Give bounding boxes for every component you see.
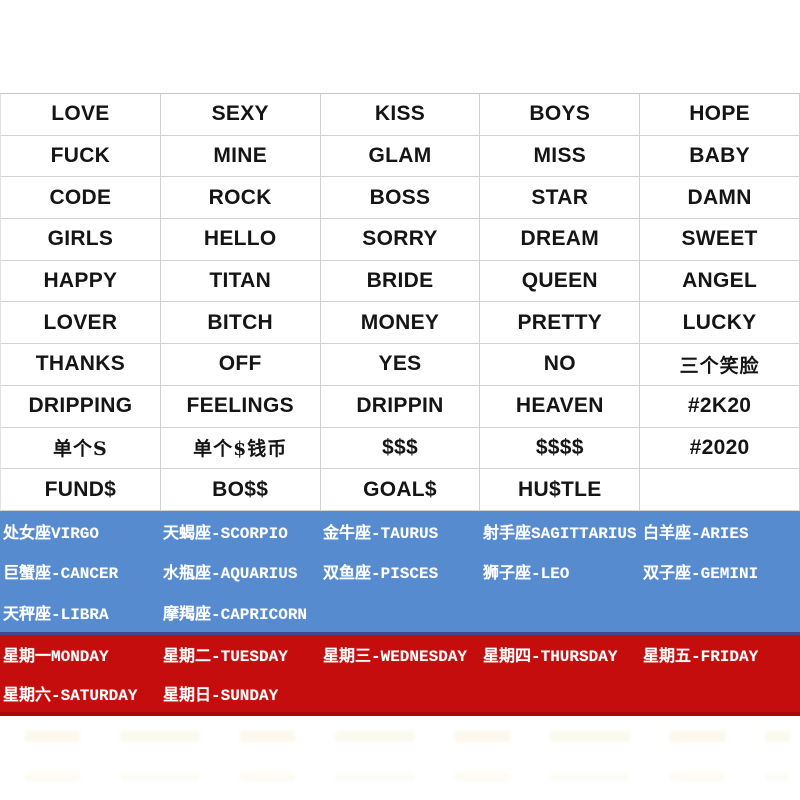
word-cell: QUEEN: [480, 260, 641, 303]
word-cell: BITCH: [160, 302, 321, 345]
word-cell: BRIDE: [320, 260, 481, 303]
weekday-cell: 星期六-SATURDAY: [3, 686, 138, 705]
word-cell: #2020: [640, 427, 800, 470]
word-cell: $$$: [320, 427, 481, 470]
word-cell: 三个笑脸: [640, 344, 800, 386]
word-cell: DRIPPIN: [320, 385, 481, 428]
weekday-cell: 星期一MONDAY: [3, 648, 109, 667]
table-row: GIRLS HELLO SORRY DREAM SWEET: [1, 219, 800, 261]
word-cell: BOYS: [480, 94, 641, 136]
zodiac-cell: 处女座VIRGO: [3, 525, 100, 544]
zodiac-cell: 水瓶座-AQUARIUS: [163, 565, 298, 584]
weekday-cell: 星期四-THURSDAY: [483, 648, 618, 667]
table-row: LOVER BITCH MONEY PRETTY LUCKY: [1, 302, 800, 345]
weekday-section: 星期一MONDAY 星期二-TUESDAY 星期三-WEDNESDAY 星期四-THU…: [0, 634, 800, 716]
word-cell: HOPE: [640, 94, 800, 136]
table-row: CODE ROCK BOSS STAR DAMN: [1, 177, 800, 220]
word-cell: HU$TLE: [480, 469, 641, 511]
word-cell: HELLO: [160, 219, 321, 261]
word-grid-table: LOVE SEXY KISS BOYS HOPE FUCK MINE GLAM MISS BABY…: [0, 93, 800, 511]
word-cell: LOVE: [1, 94, 161, 136]
word-cell: 单个$钱币: [160, 427, 321, 470]
zodiac-cell: 天蝎座-SCORPIO: [163, 525, 288, 544]
word-cell: NO: [480, 344, 641, 386]
table-row: 单个S 单个$钱币 $$$ $$$$ #2020: [1, 427, 800, 470]
word-cell: GLAM: [320, 135, 481, 178]
word-cell: MONEY: [320, 302, 481, 345]
word-cell: CODE: [1, 177, 161, 220]
weekday-cell: 星期三-WEDNESDAY: [323, 648, 468, 667]
word-cell: GOAL$: [320, 469, 481, 511]
table-row: HAPPY TITAN BRIDE QUEEN ANGEL: [1, 260, 800, 303]
zodiac-cell: 白羊座-ARIES: [643, 525, 749, 544]
word-cell: FUCK: [1, 135, 161, 178]
zodiac-cell: 摩羯座-CAPRICORN: [163, 605, 308, 624]
word-cell: LUCKY: [640, 302, 800, 345]
zodiac-cell: 金牛座-TAURUS: [323, 525, 439, 544]
word-cell: YES: [320, 344, 481, 386]
zodiac-section: 处女座VIRGO 天蝎座-SCORPIO 金牛座-TAURUS 射手座SAGITTAR…: [0, 510, 800, 635]
word-cell: 单个S: [1, 427, 161, 470]
zodiac-cell: 狮子座-LEO: [483, 565, 570, 584]
watermark-band: [25, 773, 790, 781]
table-row: 处女座VIRGO 天蝎座-SCORPIO 金牛座-TAURUS 射手座SAGITTAR…: [0, 511, 800, 551]
word-cell: GIRLS: [1, 219, 161, 261]
zodiac-cell: 双子座-GEMINI: [643, 565, 759, 584]
word-cell: $$$$: [480, 427, 641, 470]
weekday-cell: 星期二-TUESDAY: [163, 648, 288, 667]
word-cell: HAPPY: [1, 260, 161, 303]
word-cell: ROCK: [160, 177, 321, 220]
word-cell: TITAN: [160, 260, 321, 303]
word-cell: PRETTY: [480, 302, 641, 345]
zodiac-cell: 天秤座-LIBRA: [3, 605, 109, 624]
word-cell: MISS: [480, 135, 641, 178]
word-cell: SWEET: [640, 219, 800, 261]
word-cell: BOSS: [320, 177, 481, 220]
word-cell: MINE: [160, 135, 321, 178]
word-cell: FEELINGS: [160, 385, 321, 428]
top-margin: [0, 0, 800, 93]
word-cell: [640, 469, 800, 511]
weekday-cell: 星期五-FRIDAY: [643, 648, 759, 667]
word-cell: DRIPPING: [1, 385, 161, 428]
word-cell: HEAVEN: [480, 385, 641, 428]
weekday-cell: 星期日-SUNDAY: [163, 686, 279, 705]
word-cell: SORRY: [320, 219, 481, 261]
table-row: THANKS OFF YES NO 三个笑脸: [1, 344, 800, 386]
word-cell: LOVER: [1, 302, 161, 345]
word-cell: BABY: [640, 135, 800, 178]
word-cell: STAR: [480, 177, 641, 220]
table-row: LOVE SEXY KISS BOYS HOPE: [1, 94, 800, 136]
word-cell: DAMN: [640, 177, 800, 220]
table-row: 巨蟹座-CANCER 水瓶座-AQUARIUS 双鱼座-PISCES 狮子座-LEO 双…: [0, 551, 800, 591]
table-row: DRIPPING FEELINGS DRIPPIN HEAVEN #2K20: [1, 385, 800, 428]
word-cell: SEXY: [160, 94, 321, 136]
word-cell: ANGEL: [640, 260, 800, 303]
zodiac-cell: 射手座SAGITTARIUS: [483, 525, 637, 544]
word-cell: FUND$: [1, 469, 161, 511]
table-row: 星期六-SATURDAY 星期日-SUNDAY: [0, 673, 800, 712]
watermark-band: [25, 731, 790, 742]
table-row: FUND$ BO$$ GOAL$ HU$TLE: [1, 469, 800, 511]
zodiac-cell: 巨蟹座-CANCER: [3, 565, 119, 584]
word-cell: THANKS: [1, 344, 161, 386]
table-row: 天秤座-LIBRA 摩羯座-CAPRICORN: [0, 591, 800, 631]
zodiac-cell: 双鱼座-PISCES: [323, 565, 439, 584]
table-row: FUCK MINE GLAM MISS BABY: [1, 135, 800, 178]
table-row: 星期一MONDAY 星期二-TUESDAY 星期三-WEDNESDAY 星期四-THU…: [0, 635, 800, 674]
word-cell: #2K20: [640, 385, 800, 428]
word-cell: BO$$: [160, 469, 321, 511]
word-cell: OFF: [160, 344, 321, 386]
word-cell: KISS: [320, 94, 481, 136]
word-cell: DREAM: [480, 219, 641, 261]
